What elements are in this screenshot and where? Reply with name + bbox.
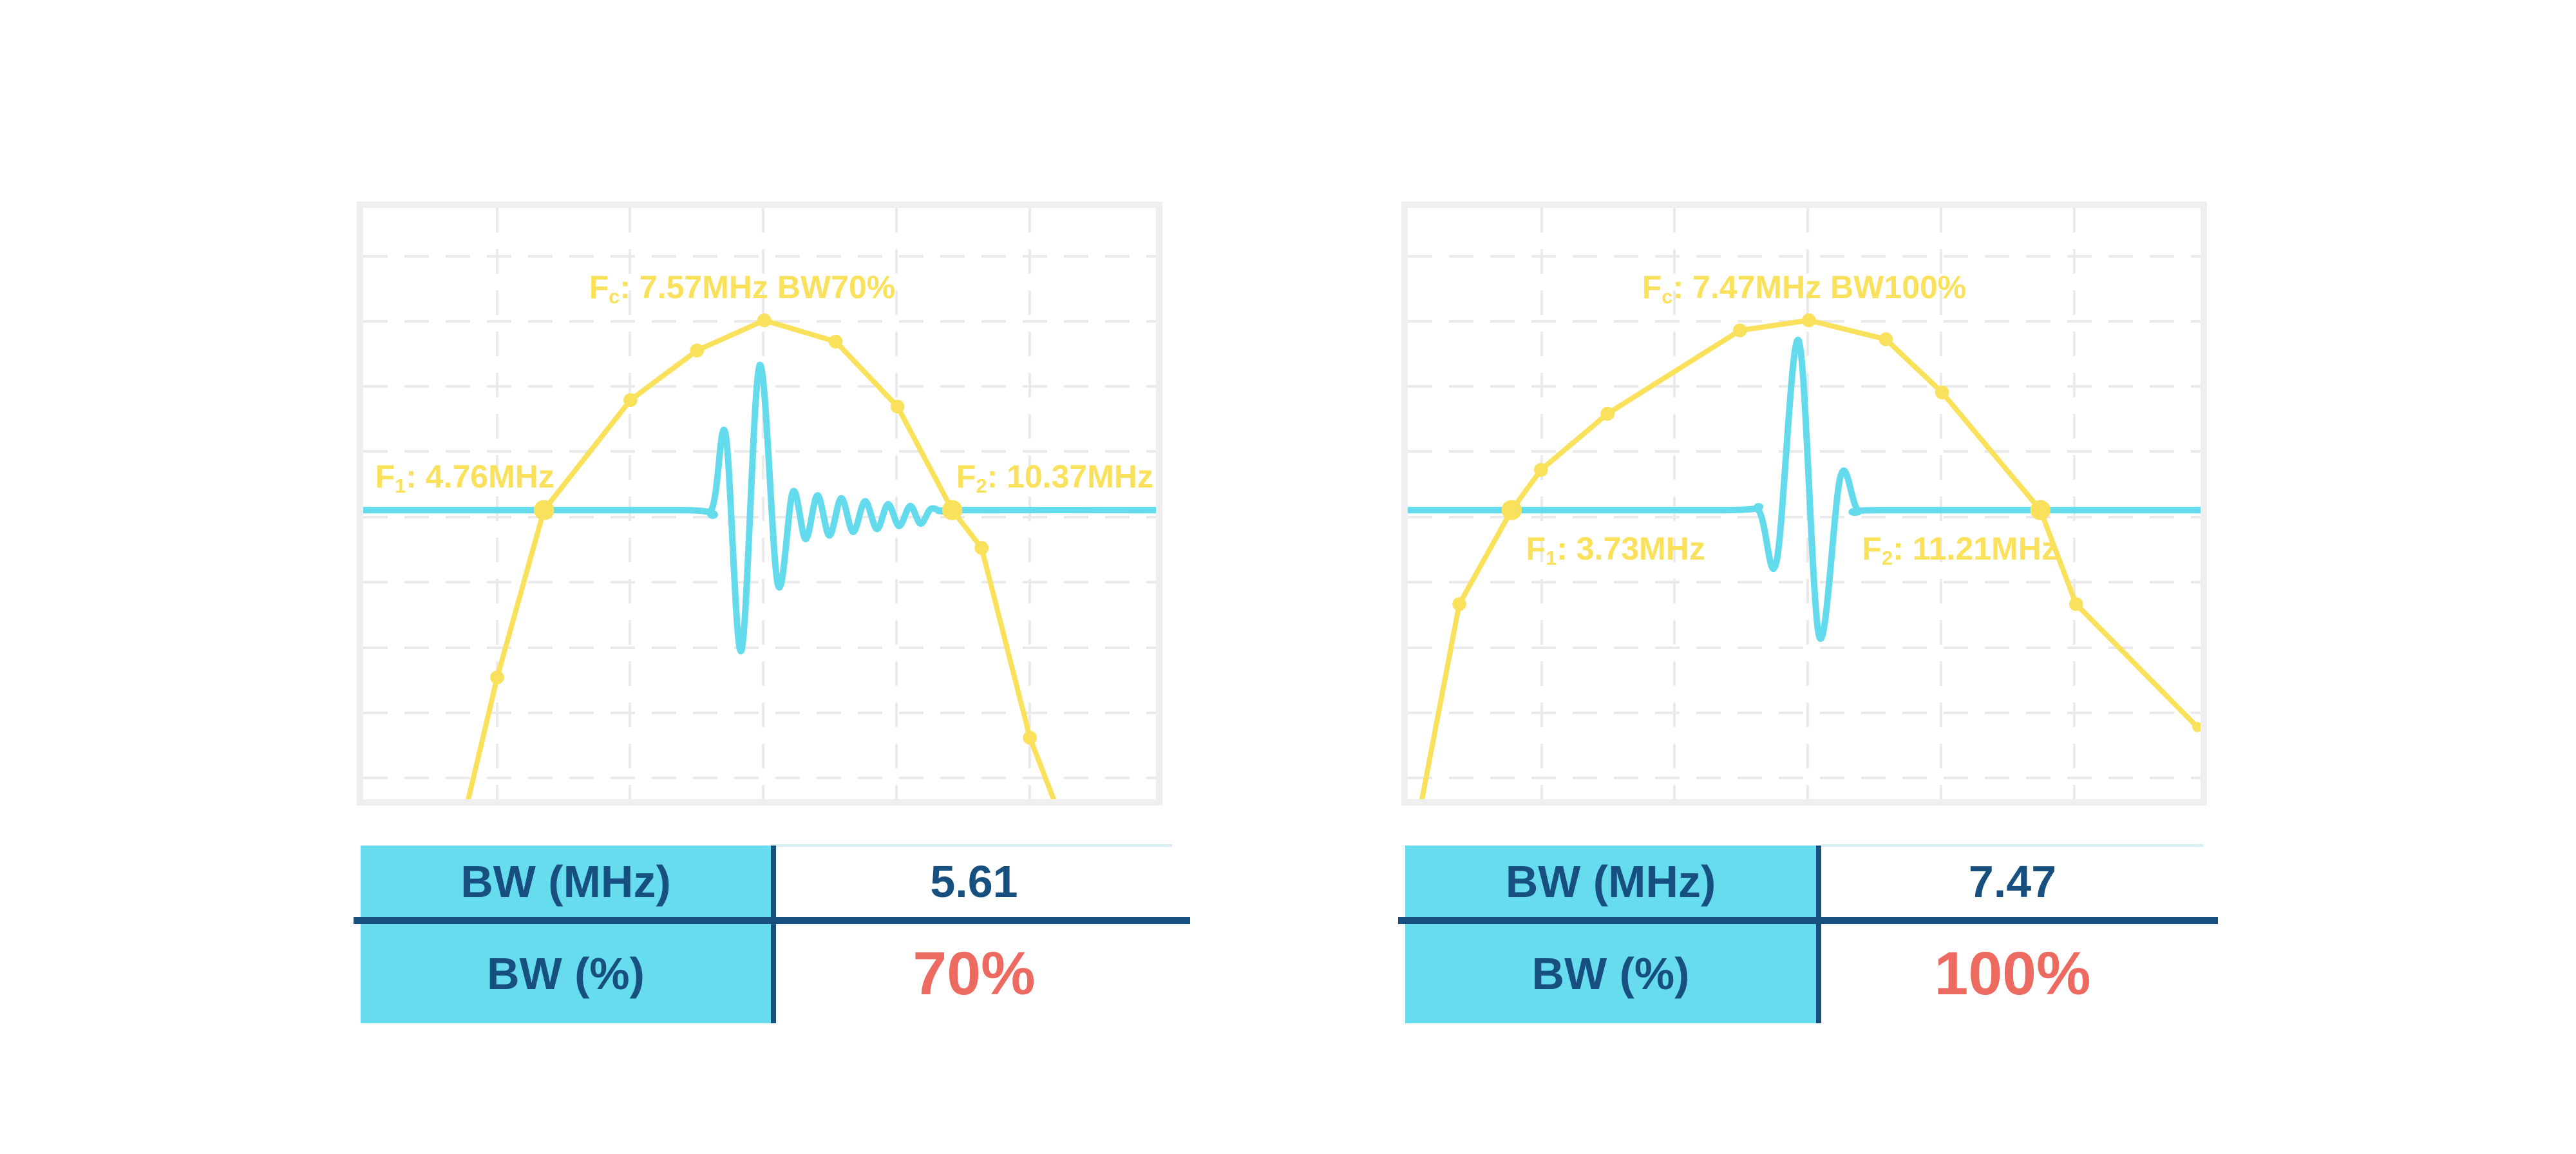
spectrum-chart-bw100: Fc: 7.47MHz BW100% F1: 3.73MHz F2: 11.21… [1401, 202, 2207, 806]
bw-table-left: BW (MHz) 5.61 BW (%) 70% [354, 844, 1190, 1023]
spectrum-marker [1023, 730, 1037, 745]
spectrum-marker [757, 313, 772, 328]
spectrum-marker [1879, 332, 1893, 346]
bw-mhz-value-cell: 7.47 [1821, 846, 2204, 917]
spectrum-marker [942, 500, 963, 520]
bw-mhz-value: 5.61 [930, 856, 1018, 907]
fc-symbol: F [1642, 269, 1662, 305]
pulse-echo-line [1408, 340, 2201, 639]
f1-annotation: F1: 3.73MHz [1526, 530, 1705, 570]
f2-symbol: F [1862, 530, 1882, 567]
f1-value-text: : 3.73MHz [1557, 530, 1705, 567]
bw-mhz-value-cell: 5.61 [776, 846, 1172, 917]
f2-subscript: 2 [1881, 546, 1893, 569]
f2-annotation: F2: 10.37MHz [956, 458, 1153, 498]
spectrum-line [1414, 320, 2197, 799]
f2-value-text: : 10.37MHz [987, 458, 1154, 495]
label-column-background [1405, 846, 1816, 1023]
spectrum-marker [2192, 722, 2201, 732]
spectrum-marker [490, 670, 504, 685]
spectrum-marker [890, 399, 905, 414]
bw-pct-label: BW (%) [487, 949, 645, 999]
spectrum-line [460, 320, 1067, 799]
spectrum-marker [1935, 385, 1949, 400]
fc-subscript: c [609, 285, 620, 308]
plot-canvas [363, 208, 1156, 799]
spectrum-marker [1452, 597, 1466, 611]
pulse-echo-line [363, 365, 1156, 652]
spectrum-marker [2030, 500, 2051, 520]
f1-symbol: F [1526, 530, 1546, 567]
bw-table-right: BW (MHz) 7.47 BW (%) 100% [1398, 844, 2218, 1023]
f1-annotation: F1: 4.76MHz [375, 458, 554, 498]
fc-value-text: : 7.47MHz BW100% [1672, 269, 1967, 305]
bw-mhz-label: BW (MHz) [1505, 856, 1716, 907]
bw-pct-label-cell: BW (%) [1405, 924, 1816, 1023]
spectrum-marker [1501, 500, 1522, 520]
bw-mhz-label-cell: BW (MHz) [361, 846, 771, 917]
fc-symbol: F [589, 269, 609, 305]
f2-annotation: F2: 11.21MHz [1862, 530, 2057, 570]
fc-subscript: c [1662, 285, 1673, 308]
bw-pct-value-cell: 100% [1821, 924, 2204, 1023]
fc-value-text: : 7.57MHz BW70% [620, 269, 896, 305]
spectrum-marker [1802, 313, 1816, 328]
fc-annotation: Fc: 7.57MHz BW70% [589, 269, 896, 308]
bw-pct-value-cell: 70% [776, 924, 1172, 1023]
f2-symbol: F [956, 458, 976, 495]
bw-pct-label-cell: BW (%) [361, 924, 771, 1023]
label-column-background [361, 846, 771, 1023]
row-divider-line [1398, 917, 2218, 924]
f1-subscript: 1 [1545, 546, 1557, 569]
f2-subscript: 2 [976, 474, 987, 497]
spectrum-marker [533, 500, 554, 520]
fc-annotation: Fc: 7.47MHz BW100% [1642, 269, 1967, 308]
spectrum-marker [828, 334, 843, 349]
spectrum-marker [1533, 462, 1548, 477]
bw-pct-value: 70% [913, 939, 1036, 1008]
spectrum-marker [2069, 597, 2083, 611]
spectrum-marker [690, 343, 705, 357]
spectrum-marker [974, 541, 989, 555]
f1-symbol: F [375, 458, 395, 495]
bw-pct-label: BW (%) [1531, 949, 1690, 999]
f1-subscript: 1 [395, 474, 406, 497]
bw-mhz-label: BW (MHz) [460, 856, 671, 907]
spectrum-chart-bw70: Fc: 7.57MHz BW70% F1: 4.76MHz F2: 10.37M… [357, 202, 1162, 806]
column-divider-line [771, 846, 776, 1023]
value-column-top-border [771, 844, 1172, 847]
spectrum-marker [623, 393, 638, 408]
column-divider-line [1816, 846, 1821, 1023]
f1-value-text: : 4.76MHz [406, 458, 554, 495]
plot-canvas [1408, 208, 2201, 799]
f2-value-text: : 11.21MHz [1893, 530, 2058, 567]
spectrum-marker [1732, 323, 1747, 337]
bw-pct-value: 100% [1934, 939, 2091, 1008]
spectrum-marker [1600, 406, 1615, 421]
bw-mhz-label-cell: BW (MHz) [1405, 846, 1816, 917]
value-column-top-border [1821, 844, 2204, 847]
bw-mhz-value: 7.47 [1968, 856, 2057, 907]
